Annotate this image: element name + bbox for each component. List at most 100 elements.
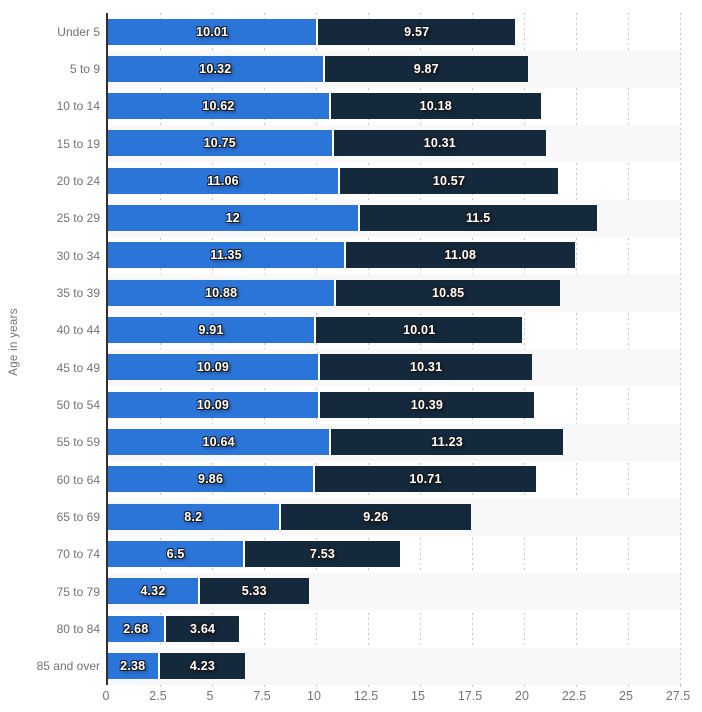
x-tick-label: 20 — [515, 689, 529, 703]
bar-segment-2[interactable]: 5.33 — [197, 578, 309, 605]
value-label: 6.5 — [166, 547, 185, 562]
x-tick-label: 27.5 — [665, 689, 691, 703]
value-label: 10.75 — [203, 136, 236, 151]
stacked-bar: 11.35 11.08 — [108, 242, 575, 269]
bar-segment-1[interactable]: 10.01 — [108, 18, 317, 45]
bar-row: 85 and over 2.38 4.23 — [37, 647, 680, 685]
x-tick-label: 10 — [307, 689, 321, 703]
value-label: 12 — [225, 211, 240, 226]
stacked-bar: 2.38 4.23 — [108, 653, 246, 680]
stacked-bar: 12 11.5 — [108, 205, 597, 232]
bar-segment-1[interactable]: 4.32 — [108, 578, 198, 605]
bar-segment-1[interactable]: 11.06 — [108, 167, 339, 194]
value-label: 10.64 — [202, 435, 235, 450]
bar-segment-2[interactable]: 11.08 — [344, 242, 575, 269]
value-label: 9.87 — [413, 61, 439, 76]
x-tick-mark — [264, 685, 265, 689]
x-tick-label: 25 — [619, 689, 633, 703]
category-label: 60 to 64 — [56, 472, 100, 487]
bar-segment-2[interactable]: 10.57 — [338, 167, 558, 194]
bar-segment-1[interactable]: 10.62 — [108, 93, 329, 120]
category-label: 25 to 29 — [56, 211, 100, 226]
bar-segment-1[interactable]: 2.38 — [108, 653, 158, 680]
bar-segment-2[interactable]: 10.85 — [334, 279, 560, 306]
bar-segment-1[interactable]: 10.64 — [108, 429, 330, 456]
bar-segment-1[interactable]: 9.86 — [108, 466, 314, 493]
stacked-bar: 10.09 10.39 — [108, 391, 534, 418]
category-label: 50 to 54 — [56, 397, 100, 412]
value-label: 10.62 — [202, 99, 235, 114]
bar-segment-1[interactable]: 10.09 — [108, 391, 318, 418]
value-label: 2.68 — [123, 621, 149, 636]
bar-segment-1[interactable]: 12 — [108, 205, 358, 232]
stacked-bar: 4.32 5.33 — [108, 578, 309, 605]
value-label: 11.06 — [207, 173, 239, 188]
bar-segment-1[interactable]: 8.2 — [108, 503, 279, 530]
bar-row: 30 to 34 11.35 11.08 — [57, 237, 680, 274]
value-label: 11.35 — [210, 248, 242, 263]
category-label: 45 to 49 — [56, 360, 100, 375]
bar-segment-2[interactable]: 11.5 — [357, 205, 597, 232]
bar-segment-1[interactable]: 6.5 — [108, 541, 244, 568]
x-tick-label: 22.5 — [561, 689, 587, 703]
bar-segment-1[interactable]: 10.09 — [108, 354, 318, 381]
bar-row: 60 to 64 9.86 10.71 — [57, 461, 680, 498]
value-label: 8.2 — [184, 509, 203, 524]
bar-segment-2[interactable]: 3.64 — [163, 615, 240, 642]
value-label: 11.5 — [465, 211, 491, 226]
bar-segment-2[interactable]: 11.23 — [329, 429, 563, 456]
value-label: 3.64 — [190, 621, 216, 636]
plot-area: Under 5 10.01 9.57 5 to 9 10.32 9.87 10 to 14 1… — [37, 13, 681, 689]
x-tick-mark — [576, 685, 577, 689]
value-label: 10.31 — [409, 360, 443, 375]
x-tick-mark — [212, 685, 213, 689]
category-label: 40 to 44 — [56, 323, 100, 338]
bar-segment-1[interactable]: 10.88 — [108, 279, 335, 306]
value-label: 10.85 — [431, 285, 465, 300]
bar-segment-1[interactable]: 2.68 — [108, 615, 164, 642]
bar-row: 80 to 84 2.68 3.64 — [57, 610, 680, 647]
bar-row: 40 to 44 9.91 10.01 — [57, 312, 680, 349]
stacked-bar: 10.09 10.31 — [108, 354, 533, 381]
bar-segment-2[interactable]: 9.26 — [278, 503, 472, 530]
bar-row: 45 to 49 10.09 10.31 — [57, 348, 680, 387]
value-label: 11.23 — [431, 435, 463, 450]
value-label: 10.88 — [205, 285, 238, 300]
value-label: 10.57 — [432, 173, 466, 188]
category-label: 30 to 34 — [56, 248, 100, 263]
bar-row: 70 to 74 6.5 7.53 — [57, 536, 680, 573]
bar-segment-2[interactable]: 4.23 — [157, 653, 246, 680]
stacked-bar: 8.2 9.26 — [108, 503, 472, 530]
stacked-bar: 11.06 10.57 — [108, 167, 558, 194]
stacked-bar: 2.68 3.64 — [108, 615, 240, 642]
bar-segment-2[interactable]: 9.57 — [316, 18, 516, 45]
category-label: 75 to 79 — [56, 584, 100, 599]
bar-segment-2[interactable]: 10.71 — [313, 466, 536, 493]
bar-segment-1[interactable]: 10.32 — [108, 55, 323, 82]
bar-segment-1[interactable]: 11.35 — [108, 242, 345, 269]
bar-segment-2[interactable]: 10.01 — [314, 317, 523, 344]
x-tick-mark — [524, 685, 525, 689]
stacked-bar: 10.75 10.31 — [108, 130, 547, 157]
category-label: 70 to 74 — [56, 547, 100, 562]
bar-segment-2[interactable]: 10.31 — [331, 130, 547, 157]
bar-segment-2[interactable]: 7.53 — [243, 541, 400, 568]
bar-row: 25 to 29 12 11.5 — [57, 199, 680, 237]
stacked-bar: 10.88 10.85 — [108, 279, 560, 306]
bar-segment-2[interactable]: 10.18 — [328, 93, 541, 120]
value-label: 2.38 — [120, 659, 146, 674]
x-tick-mark — [472, 685, 473, 689]
category-label: 35 to 39 — [56, 285, 100, 300]
value-label: 10.09 — [196, 397, 230, 412]
bar-segment-1[interactable]: 10.75 — [108, 130, 332, 157]
bar-segment-2[interactable]: 10.39 — [317, 391, 534, 418]
bar-row: 5 to 9 10.32 9.87 — [70, 50, 680, 88]
category-label: 5 to 9 — [69, 61, 100, 76]
value-label: 10.01 — [195, 24, 229, 39]
bar-segment-2[interactable]: 10.31 — [317, 354, 533, 381]
category-label: 20 to 24 — [56, 173, 100, 188]
bar-row: 50 to 54 10.09 10.39 — [57, 386, 680, 423]
bar-segment-2[interactable]: 9.87 — [322, 55, 528, 82]
bar-segment-1[interactable]: 9.91 — [108, 317, 315, 344]
